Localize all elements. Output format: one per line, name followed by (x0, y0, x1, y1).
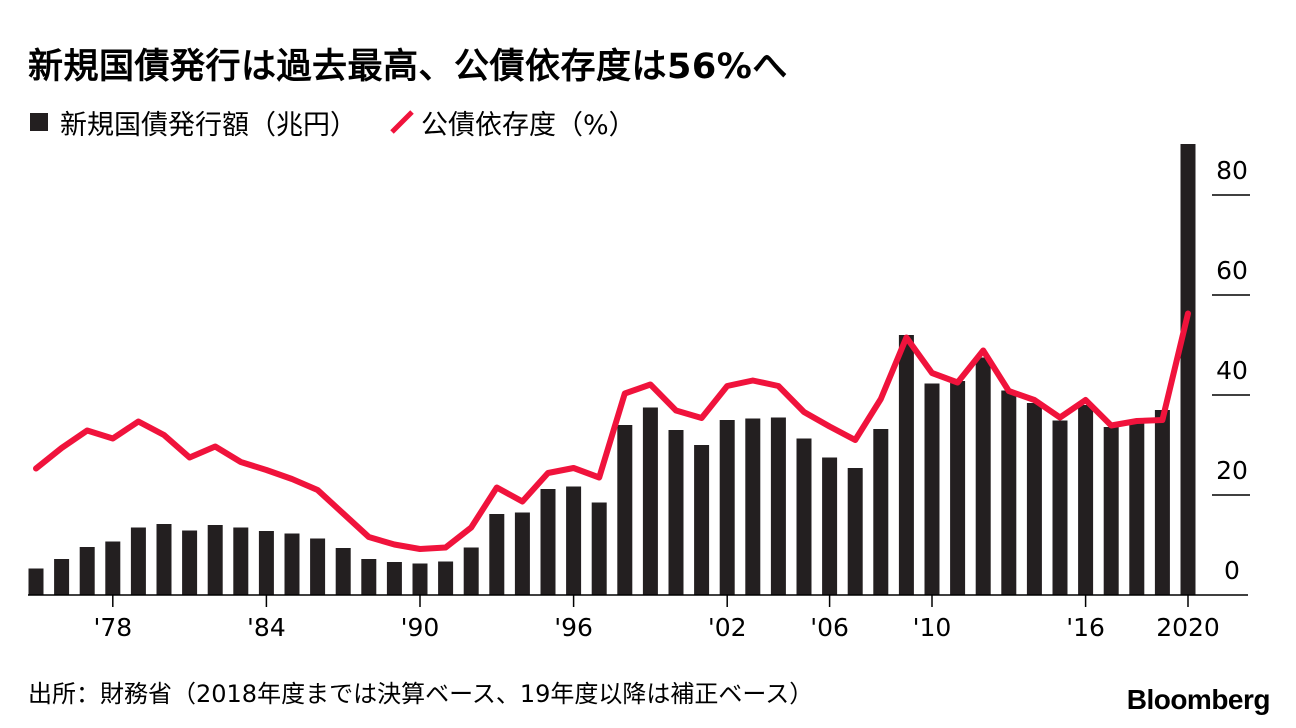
bar-1989 (386, 562, 402, 595)
bar-1981 (182, 530, 198, 595)
bar-2004 (770, 417, 786, 595)
bar-1990 (412, 563, 428, 595)
legend: 新規国債発行額（兆円） 公債依存度（%） (30, 104, 636, 141)
x-tick-label-2006: '06 (810, 613, 849, 642)
bar-1996 (566, 486, 582, 595)
bars-series (28, 144, 1196, 595)
bar-1980 (156, 524, 172, 595)
bar-2017 (1103, 427, 1119, 595)
bar-1999 (642, 407, 658, 595)
x-tick-label-2016: '16 (1066, 613, 1105, 642)
x-tick-label-1978: '78 (93, 613, 132, 642)
x-tick-label-1984: '84 (247, 613, 286, 642)
x-tick-label-2010: '10 (913, 613, 952, 642)
dependency-line (33, 310, 1191, 552)
bar-2002 (719, 420, 735, 595)
bar-1984 (258, 531, 274, 595)
chart-title: 新規国債発行は過去最高、公債依存度は56%へ (28, 47, 788, 87)
bar-1994 (514, 512, 530, 595)
bar-1991 (438, 561, 454, 595)
bar-2007 (847, 468, 863, 595)
bar-2019 (1154, 410, 1170, 595)
bar-1987 (335, 548, 351, 595)
y-tick-label-60: 60 (1216, 256, 1248, 285)
bloomberg-logo: Bloomberg (1126, 684, 1271, 715)
legend-bars-label: 新規国債発行額（兆円） (60, 109, 357, 141)
bar-2010 (924, 383, 940, 595)
bar-1992 (463, 547, 479, 595)
bar-1978 (105, 541, 121, 595)
legend-bar-swatch (30, 113, 48, 131)
x-tick-label-2020: 2020 (1156, 613, 1220, 642)
bar-1997 (591, 502, 607, 595)
y-tick-label-80: 80 (1216, 156, 1248, 185)
bar-2020 (1180, 144, 1196, 595)
bar-1976 (54, 559, 70, 595)
legend-line-swatch (390, 110, 414, 134)
bar-2011 (950, 381, 966, 595)
source-note: 出所：財務省（2018年度までは決算ベース、19年度以降は補正ベース） (28, 680, 814, 708)
bar-2012 (975, 357, 991, 595)
bar-1986 (310, 538, 326, 595)
bar-2013 (1001, 390, 1017, 595)
bar-2000 (668, 430, 684, 595)
bar-1988 (361, 559, 377, 595)
bar-2009 (898, 335, 914, 595)
bar-1982 (207, 525, 223, 595)
bar-1993 (489, 514, 505, 595)
line-series (33, 310, 1191, 552)
bar-1998 (617, 425, 633, 595)
y-tick-label-20: 20 (1216, 456, 1248, 485)
chart-area: 0 20 40 60 80 '78 '84 '90 '96 '02 '06 '10 '16 2020 (28, 144, 1250, 642)
bar-2001 (694, 445, 710, 595)
bar-2008 (873, 429, 889, 595)
bar-1977 (79, 547, 95, 595)
bar-2018 (1129, 423, 1145, 595)
bar-1995 (540, 489, 556, 595)
bar-2005 (796, 438, 812, 595)
bar-2015 (1052, 420, 1068, 595)
bar-2003 (745, 418, 761, 595)
x-tick-label-1990: '90 (401, 613, 440, 642)
legend-line-label: 公債依存度（%） (421, 109, 636, 141)
axes: 0 20 40 60 80 '78 '84 '90 '96 '02 '06 '10 '16 2020 (28, 156, 1250, 642)
y-tick-label-40: 40 (1216, 356, 1248, 385)
y-tick-label-0: 0 (1224, 556, 1240, 585)
bar-1979 (130, 527, 146, 595)
bar-2014 (1026, 403, 1042, 595)
bar-1983 (233, 527, 249, 595)
bar-1985 (284, 533, 300, 595)
x-tick-label-1996: '96 (554, 613, 593, 642)
bar-2006 (822, 457, 838, 595)
bar-1975 (28, 568, 44, 595)
bar-2016 (1078, 405, 1094, 595)
x-tick-label-2002: '02 (708, 613, 747, 642)
